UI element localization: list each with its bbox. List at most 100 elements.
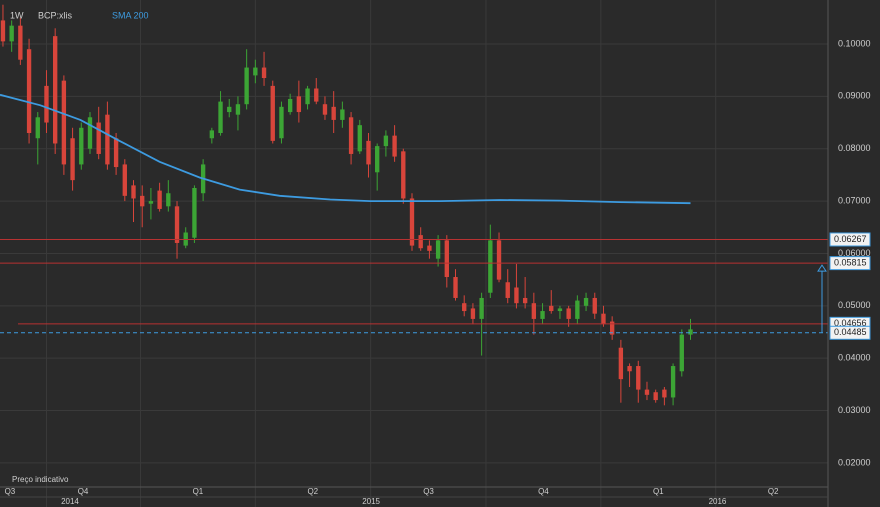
x-year-label: 2014 (61, 497, 79, 506)
candle-body (331, 106, 336, 120)
candle-body (235, 104, 241, 115)
candle-body (375, 146, 380, 173)
candle-body (601, 313, 606, 325)
candle-body (157, 190, 162, 209)
candle-body (592, 297, 597, 314)
candle-body (174, 206, 180, 243)
plot (0, 4, 828, 406)
axis: 0.10000 0.09000 0.08000 0.07000 0.06000 0.050… (5, 38, 871, 506)
candle-body (270, 85, 275, 141)
price-label-box (829, 256, 871, 271)
x-tick-label: Q1 (653, 487, 664, 496)
candle-body (496, 240, 502, 280)
candle-body (670, 366, 676, 398)
candle-body (253, 67, 258, 76)
candle-body (218, 101, 223, 134)
candle-body (627, 366, 632, 372)
candle-body (636, 366, 641, 390)
x-tick-label: Q4 (78, 487, 89, 496)
candle-body (583, 297, 589, 306)
price-label-box (829, 325, 871, 340)
candle-body (644, 389, 650, 395)
candle-body (287, 98, 293, 113)
grid (0, 0, 828, 507)
candle-body (192, 187, 197, 238)
y-tick-label: 0.07000 (838, 195, 871, 205)
x-tick-label: Q2 (768, 487, 779, 496)
sma-line (0, 93, 691, 205)
candle-body (140, 195, 145, 207)
y-tick-label: 0.05000 (838, 300, 871, 310)
candle-body (662, 389, 667, 398)
candle-body (314, 88, 319, 102)
candle-body (87, 117, 93, 149)
y-tick-label: 0.02000 (838, 457, 871, 467)
candle-body (148, 201, 154, 204)
candle-body (122, 164, 127, 196)
candle-body (444, 240, 449, 278)
candle-body (453, 277, 458, 298)
candle-body (409, 198, 415, 246)
price-label: 0.05815 (834, 258, 867, 268)
y-tick-label: 0.03000 (838, 405, 871, 415)
candle-body (166, 193, 171, 207)
candle-body (61, 80, 67, 165)
candle-body (348, 117, 354, 154)
candle-body (505, 282, 510, 298)
y-tick-label: 0.06000 (838, 248, 871, 258)
y-tick-label: 0.10000 (838, 38, 871, 48)
candle-body (305, 88, 310, 105)
x-tick-label: Q3 (423, 487, 434, 496)
candle-body (261, 67, 267, 79)
candle-body (392, 135, 397, 157)
price-label: 0.04656 (834, 318, 867, 328)
y-tick-label: 0.08000 (838, 143, 871, 153)
candle-body (653, 392, 658, 401)
candle-body (531, 303, 537, 319)
candle-body (296, 96, 302, 113)
y-tick-label: 0.04000 (838, 353, 871, 363)
candle-body (514, 287, 519, 304)
candle-body (470, 308, 476, 319)
candle-body (427, 245, 432, 251)
y-tick-label: 0.09000 (838, 91, 871, 101)
candle-body (105, 114, 110, 165)
candle-body (549, 305, 554, 312)
candle-body (609, 321, 615, 335)
candle-body (113, 138, 119, 168)
candle-body (79, 127, 84, 165)
candle-body (340, 109, 345, 120)
x-tick-label: Q1 (193, 487, 204, 496)
arrow (817, 264, 827, 333)
candle-body (322, 104, 328, 115)
candle-body (0, 20, 6, 42)
legend-sma: SMA 200 (112, 10, 149, 20)
candle-body (688, 329, 693, 335)
candle-body (435, 240, 441, 259)
symbol: BCP:xlis (38, 10, 73, 20)
candle-body (70, 138, 75, 181)
candle-body (679, 334, 684, 372)
candle-body (357, 125, 362, 152)
price-label-box (829, 232, 871, 247)
candle-body (418, 235, 423, 249)
x-tick-label: Q2 (307, 487, 318, 496)
candle-body (279, 106, 284, 139)
x-tick-label: Q4 (538, 487, 549, 496)
x-year-label: 2015 (362, 497, 380, 506)
candle-body (18, 25, 23, 60)
price-label: 0.06267 (834, 234, 867, 244)
candle-body (479, 297, 484, 319)
footnote: Preço indicativo (12, 475, 69, 484)
candle-body (557, 308, 563, 312)
x-year-label: 2016 (709, 497, 727, 506)
candle-body (540, 311, 545, 319)
candle-body (566, 308, 571, 319)
candle-body (366, 140, 371, 165)
candle-body (618, 347, 624, 380)
candle-body (227, 106, 232, 113)
candle-body (131, 185, 136, 199)
candle-body (209, 130, 215, 139)
candle-body (488, 240, 493, 293)
